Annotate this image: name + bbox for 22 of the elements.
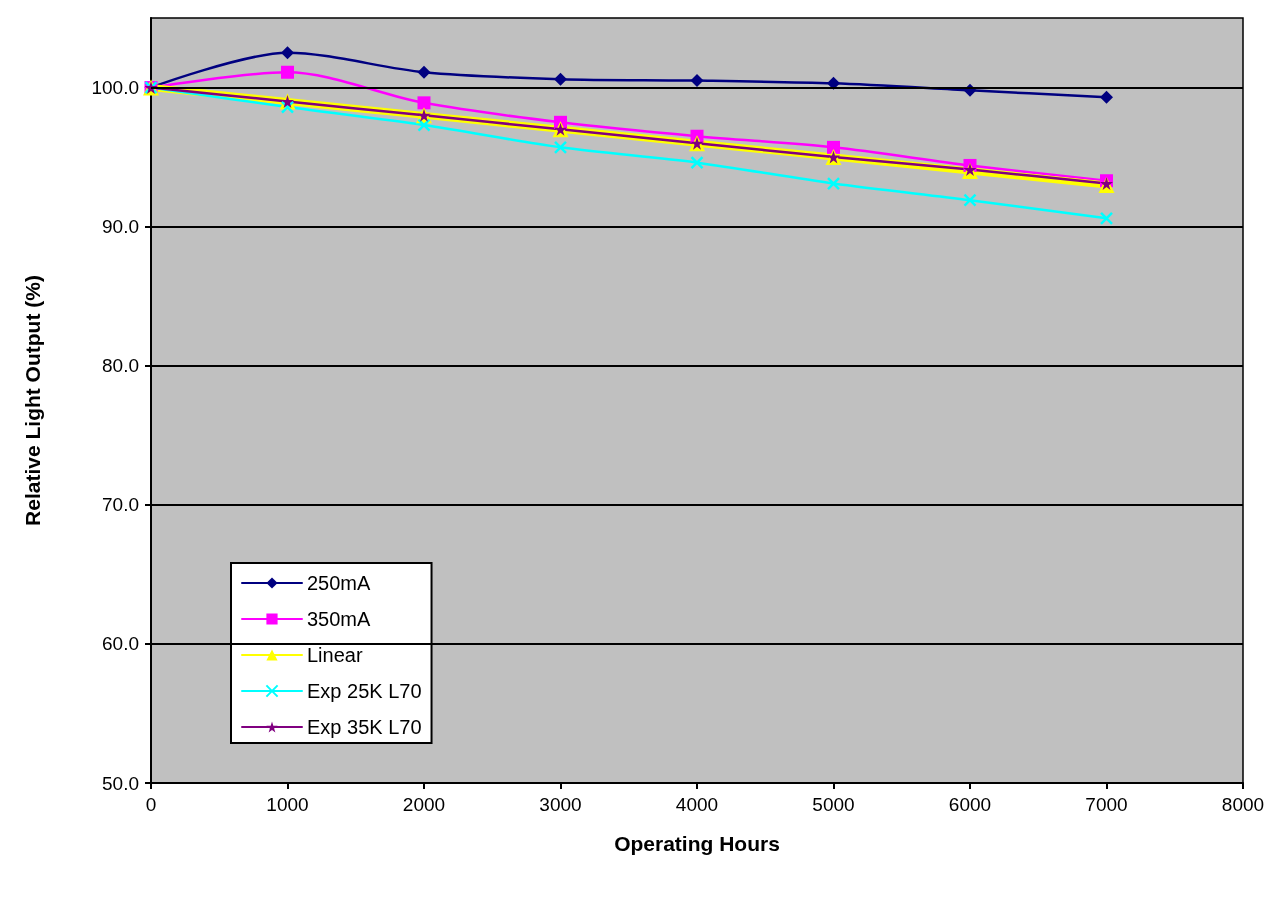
x-tick-label: 4000 [675,794,719,815]
x-tick-label: 6000 [948,794,992,815]
legend-label: Exp 25K L70 [307,680,422,702]
legend-label: 350mA [307,608,372,630]
y-tick-label: 80.0 [102,355,139,377]
x-tick-label: 0 [145,794,157,815]
legend-label: Linear [307,644,363,666]
legend-label: 250mA [307,572,372,594]
y-axis-title: Relative Light Output (%) [21,275,44,526]
x-tick-label: 5000 [812,794,855,815]
x-tick-label: 7000 [1085,794,1128,815]
legend-label: Exp 35K L70 [307,716,422,738]
x-axis-title: Operating Hours [614,832,780,855]
y-tick-label: 50.0 [102,772,139,794]
y-tick-label: 70.0 [102,494,139,516]
x-tick-label: 3000 [539,794,582,815]
x-tick-label: 8000 [1221,794,1265,815]
x-tick-label: 2000 [402,794,446,815]
y-tick-label: 60.0 [102,633,139,655]
y-tick-label: 90.0 [102,216,139,238]
x-tick-label: 1000 [266,794,309,815]
y-tick-label: 100.0 [91,77,139,99]
